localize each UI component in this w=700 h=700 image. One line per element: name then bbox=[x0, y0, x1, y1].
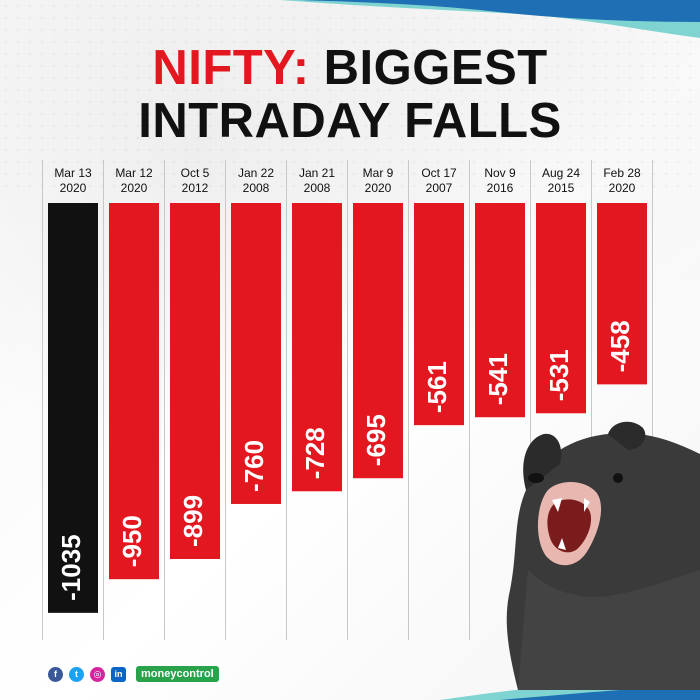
tick-label: Jan 21 bbox=[299, 166, 335, 180]
bear-illustration bbox=[506, 421, 700, 690]
data-label: -561 bbox=[422, 361, 452, 413]
tick-label: Jan 22 bbox=[238, 166, 274, 180]
tick-label: 2020 bbox=[121, 181, 148, 195]
bar bbox=[414, 203, 464, 426]
title-line-two: INTRADAY FALLS bbox=[138, 94, 562, 148]
instagram-icon[interactable]: ◎ bbox=[90, 666, 105, 682]
bar bbox=[48, 203, 98, 613]
top-wave-decoration bbox=[280, 0, 700, 38]
twitter-glyph: t bbox=[75, 669, 78, 679]
twitter-icon[interactable]: t bbox=[69, 666, 84, 682]
bar bbox=[292, 203, 342, 492]
bar bbox=[353, 203, 403, 479]
data-label: -950 bbox=[117, 515, 147, 567]
tick-label: 2015 bbox=[548, 181, 575, 195]
title-part: BIGGEST bbox=[309, 41, 548, 95]
data-label: -531 bbox=[544, 349, 574, 401]
tick-label: 2020 bbox=[365, 181, 392, 195]
dot-pattern bbox=[0, 0, 700, 190]
bar bbox=[475, 203, 525, 418]
tick-label: Oct 17 bbox=[421, 166, 457, 180]
tick-label: 2016 bbox=[487, 181, 514, 195]
tick-label: Mar 12 bbox=[115, 166, 153, 180]
bar bbox=[536, 203, 586, 414]
title-highlight: NIFTY: bbox=[152, 41, 310, 95]
instagram-glyph: ◎ bbox=[93, 668, 102, 679]
tick-label: 2020 bbox=[609, 181, 636, 195]
linkedin-glyph: in bbox=[114, 669, 123, 679]
tick-label: Oct 5 bbox=[181, 166, 210, 180]
data-label: -899 bbox=[178, 495, 208, 547]
brand-logo[interactable]: moneycontrol bbox=[136, 666, 219, 682]
linkedin-icon[interactable]: in bbox=[111, 666, 126, 682]
data-label: -458 bbox=[605, 320, 635, 372]
bar bbox=[597, 203, 647, 385]
data-label: -760 bbox=[239, 440, 269, 492]
data-label: -728 bbox=[300, 427, 330, 479]
data-label: -541 bbox=[483, 353, 513, 405]
facebook-glyph: f bbox=[54, 669, 57, 679]
bar bbox=[170, 203, 220, 560]
bar bbox=[231, 203, 281, 504]
tick-label: Feb 28 bbox=[603, 166, 641, 180]
tick-label: Nov 9 bbox=[484, 166, 516, 180]
tick-label: 2008 bbox=[304, 181, 331, 195]
tick-label: 2008 bbox=[243, 181, 270, 195]
page-title: NIFTY: BIGGEST INTRADAY FALLS bbox=[0, 44, 700, 146]
tick-label: Mar 13 bbox=[54, 166, 92, 180]
tick-label: 2020 bbox=[60, 181, 87, 195]
footer-bar: f t ◎ in moneycontrol bbox=[48, 666, 219, 682]
tick-label: Mar 9 bbox=[363, 166, 394, 180]
bar bbox=[109, 203, 159, 580]
tick-label: 2007 bbox=[426, 181, 453, 195]
tick-label: Aug 24 bbox=[542, 166, 580, 180]
facebook-icon[interactable]: f bbox=[48, 666, 63, 682]
data-label: -695 bbox=[361, 414, 391, 466]
data-label: -1035 bbox=[56, 534, 86, 601]
tick-label: 2012 bbox=[182, 181, 209, 195]
